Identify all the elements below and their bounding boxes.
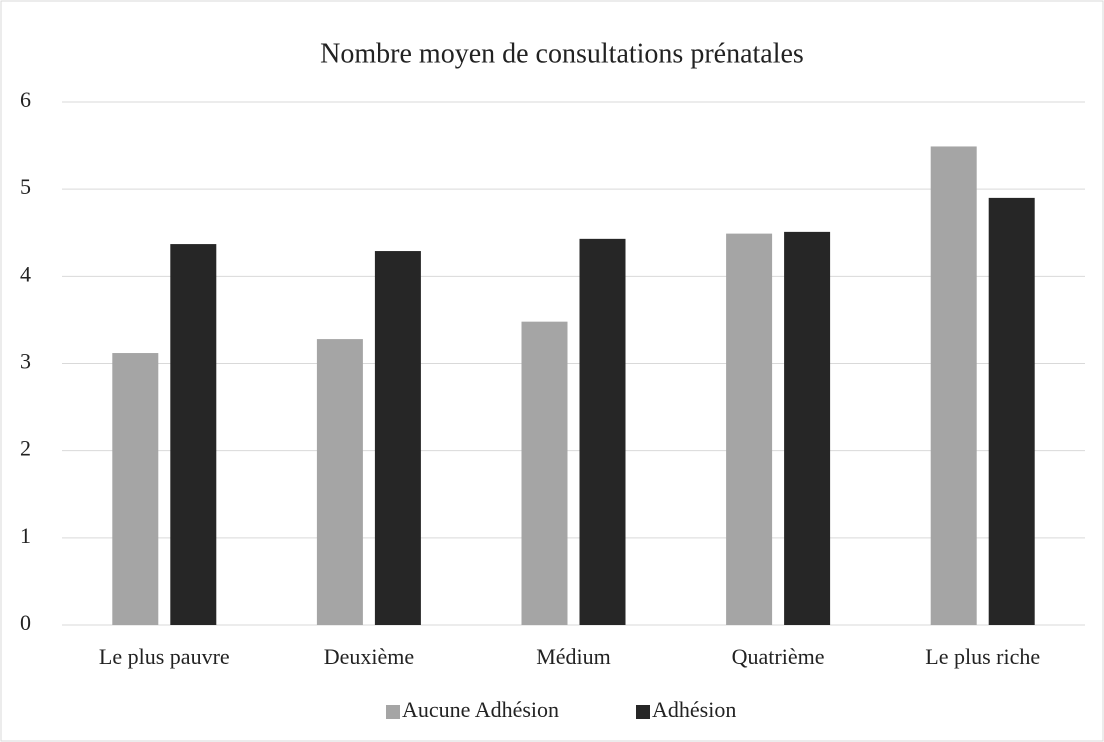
y-tick-label: 5 — [20, 174, 31, 199]
y-tick-label: 4 — [20, 261, 31, 286]
bar — [170, 244, 217, 625]
legend-label: Adhésion — [652, 697, 736, 722]
legend-label: Aucune Adhésion — [402, 697, 559, 722]
bar — [988, 197, 1035, 625]
bar — [374, 251, 421, 625]
chart-title: Nombre moyen de consultations prénatales — [320, 38, 804, 69]
x-tick-label: Le plus pauvre — [99, 644, 230, 669]
y-tick-label: 0 — [20, 610, 31, 635]
y-tick-label: 1 — [20, 523, 31, 548]
y-tick-label: 3 — [20, 349, 31, 374]
y-tick-label: 6 — [20, 87, 31, 112]
legend-swatch — [386, 705, 400, 719]
bar — [112, 353, 159, 625]
x-tick-label: Le plus riche — [925, 644, 1040, 669]
bar — [579, 238, 626, 625]
bar — [930, 146, 977, 625]
legend-swatch — [636, 705, 650, 719]
x-tick-label: Deuxième — [324, 644, 414, 669]
x-tick-label: Quatrième — [732, 644, 825, 669]
bar — [726, 233, 773, 625]
y-tick-label: 2 — [20, 436, 31, 461]
bar — [784, 231, 831, 625]
bar — [521, 321, 568, 625]
x-tick-label: Médium — [536, 644, 611, 669]
bar — [316, 339, 363, 625]
